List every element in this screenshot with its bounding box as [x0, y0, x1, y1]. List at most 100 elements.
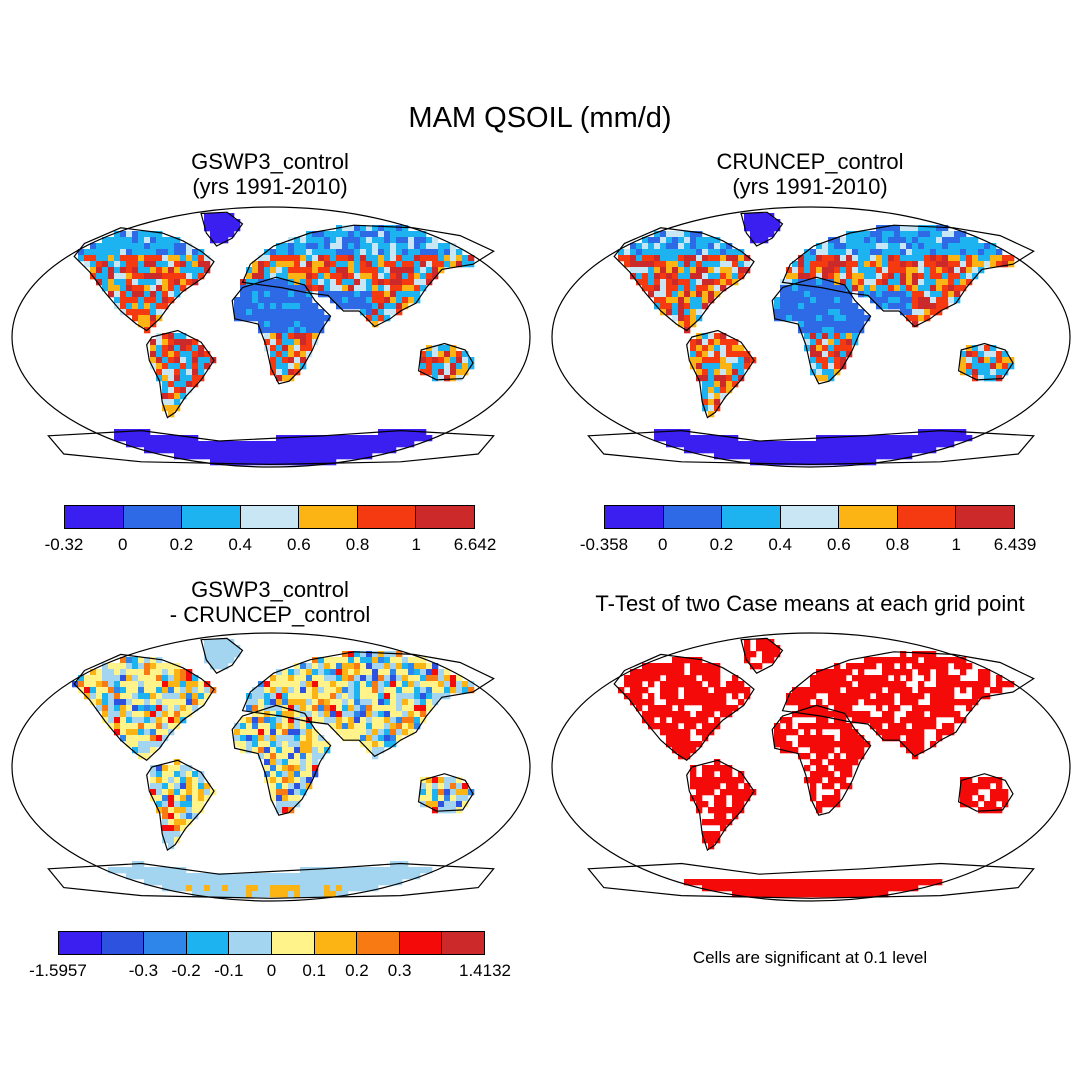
map-cruncep — [551, 206, 1071, 468]
colorbar-label: -0.32 — [44, 535, 84, 554]
colorbar-label: 0.2 — [345, 961, 369, 980]
colorbar-swatch — [357, 506, 417, 528]
colorbar-swatch — [314, 932, 358, 954]
colorbar-label: 6.642 — [453, 535, 497, 554]
map-border — [551, 632, 1071, 902]
colorbar-label: 0.1 — [302, 961, 327, 980]
colorbar-cruncep — [604, 505, 1015, 529]
map-gswp3 — [11, 206, 531, 468]
coastline-north-america — [613, 653, 755, 762]
colorbar-swatch — [186, 932, 230, 954]
colorbar-swatch — [299, 506, 358, 528]
panel-title-gswp3: GSWP3_control — [191, 149, 349, 174]
colorbar-label: 0.4 — [768, 535, 792, 554]
colorbar-label: 0.6 — [827, 535, 851, 554]
coastline-south-america — [146, 329, 215, 419]
colorbar-label: 0 — [657, 535, 668, 554]
coastline-greenland — [200, 637, 244, 674]
colorbar-label: 0.3 — [387, 961, 412, 980]
coastline-greenland — [740, 637, 784, 674]
map-grid-cells — [618, 639, 1015, 898]
coastline-eurasia — [781, 224, 1035, 328]
colorbar-label: 1.4132 — [459, 961, 511, 980]
coastline-south-america — [686, 759, 755, 852]
colorbar-swatch — [229, 932, 272, 954]
coastline-australia — [417, 773, 474, 812]
colorbar-swatch — [101, 932, 145, 954]
colorbar-swatch — [123, 506, 183, 528]
main-title: MAM QSOIL (mm/d) — [408, 102, 672, 134]
colorbar-labels-difference: -1.5957 -0.3 -0.2 -0.1 0 0.1 0.2 0.3 1.4132 — [29, 961, 511, 983]
panel-title-difference: GSWP3_control — [191, 577, 349, 602]
coastline-australia — [957, 342, 1014, 381]
coastline-antarctica — [587, 429, 1035, 466]
colorbar-labels-cruncep: -0.358 0 0.2 0.4 0.6 0.8 1 6.439 — [580, 535, 1036, 557]
panel-title-cruncep: CRUNCEP_control — [716, 149, 904, 174]
panel-subtitle-difference: - CRUNCEP_control — [169, 602, 371, 627]
coastline-eurasia — [241, 224, 495, 328]
panel-subtitle-gswp3: (yrs 1991-2010) — [192, 174, 348, 199]
map-border — [11, 206, 531, 468]
coastline-australia — [957, 773, 1014, 812]
colorbar-swatch — [663, 506, 723, 528]
colorbar-swatch — [59, 932, 102, 954]
colorbar-label: 6.439 — [993, 535, 1037, 554]
coastline-antarctica — [587, 862, 1035, 899]
colorbar-label: 0.2 — [709, 535, 734, 554]
colorbar-swatch — [839, 506, 898, 528]
colorbar-swatch — [182, 506, 241, 528]
colorbar-swatch — [399, 932, 443, 954]
coastline-australia — [417, 342, 474, 381]
colorbar-difference — [58, 931, 485, 955]
map-grid-cells — [618, 213, 1015, 466]
coastline-north-america — [73, 227, 215, 332]
colorbar-swatch — [416, 506, 475, 528]
coastline-eurasia — [241, 651, 495, 758]
colorbar-label: -0.358 — [579, 535, 629, 554]
colorbar-swatch — [144, 932, 187, 954]
colorbar-swatch — [722, 506, 781, 528]
panel-subtitle-cruncep: (yrs 1991-2010) — [732, 174, 888, 199]
coastline-eurasia — [781, 651, 1035, 758]
coastline-south-america — [146, 759, 215, 852]
coastline-greenland — [200, 211, 244, 247]
coastline-antarctica — [47, 862, 495, 899]
map-border — [11, 632, 531, 902]
map-grid-cells — [78, 213, 475, 466]
map-ttest — [551, 632, 1071, 902]
colorbar-swatch — [956, 506, 1015, 528]
colorbar-label: 0.8 — [885, 535, 910, 554]
colorbar-label: 0.2 — [169, 535, 194, 554]
colorbar-swatch — [240, 506, 300, 528]
colorbar-swatch — [780, 506, 840, 528]
panel-title-ttest: T-Test of two Case means at each grid po… — [595, 591, 1025, 616]
colorbar-label: -0.2 — [171, 961, 201, 980]
map-grid-cells — [72, 639, 475, 898]
significance-note: Cells are significant at 0.1 level — [692, 948, 928, 967]
map-difference — [11, 632, 531, 902]
coastline-north-america — [73, 653, 215, 762]
colorbar-swatch — [442, 932, 484, 954]
colorbar-swatch — [357, 932, 400, 954]
colorbar-labels-gswp3: -0.32 0 0.2 0.4 0.6 0.8 1 6.642 — [45, 535, 497, 557]
colorbar-label: 0.6 — [287, 535, 311, 554]
colorbar-label: -1.5957 — [29, 961, 87, 980]
coastline-north-america — [613, 227, 755, 332]
colorbar-label: 0.4 — [228, 535, 252, 554]
colorbar-label: 1 — [411, 535, 422, 554]
coastline-south-america — [686, 329, 755, 419]
coastline-antarctica — [47, 429, 495, 466]
colorbar-swatch — [605, 506, 664, 528]
colorbar-swatch — [897, 506, 957, 528]
colorbar-label: 0 — [266, 961, 277, 980]
colorbar-swatch — [65, 506, 124, 528]
colorbar-label: 0.8 — [345, 535, 370, 554]
colorbar-swatch — [271, 932, 315, 954]
map-border — [551, 206, 1071, 468]
colorbar-label: 0 — [117, 535, 128, 554]
colorbar-label: -0.1 — [214, 961, 244, 980]
coastline-greenland — [740, 211, 784, 247]
colorbar-gswp3 — [64, 505, 475, 529]
colorbar-label: 1 — [951, 535, 962, 554]
colorbar-label: -0.3 — [128, 961, 159, 980]
